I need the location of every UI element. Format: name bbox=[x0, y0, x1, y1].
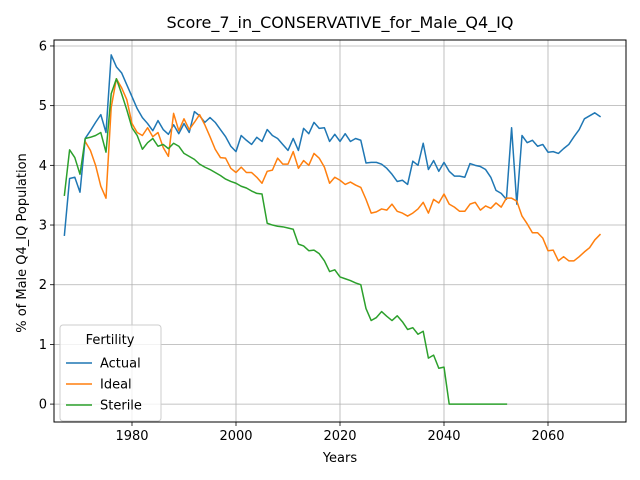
y-axis-title: % of Male Q4_IQ Population bbox=[15, 153, 30, 333]
legend-label-ideal: Ideal bbox=[100, 378, 132, 393]
y-tick-label: 2 bbox=[39, 278, 47, 293]
y-tick-label: 6 bbox=[39, 39, 47, 54]
series-line-actual bbox=[63, 54, 602, 236]
legend-entries: Actual Ideal Sterile bbox=[66, 357, 142, 414]
axis-ticks: 1980 2000 2020 2040 2060 0 1 2 3 4 5 6 bbox=[39, 39, 565, 444]
y-tick-label: 4 bbox=[39, 159, 47, 174]
y-tick-label: 0 bbox=[39, 398, 47, 413]
x-axis-title: Years bbox=[322, 451, 358, 466]
series-line-ideal bbox=[84, 78, 602, 262]
x-tick-label: 2020 bbox=[323, 429, 356, 444]
x-tick-label: 2040 bbox=[427, 429, 460, 444]
legend-title: Fertility bbox=[86, 333, 135, 348]
y-tick-label: 5 bbox=[39, 99, 47, 114]
grid-lines bbox=[54, 40, 626, 422]
x-tick-label: 2000 bbox=[219, 429, 252, 444]
chart-title: Score_7_in_CONSERVATIVE_for_Male_Q4_IQ bbox=[167, 13, 514, 33]
legend-label-sterile: Sterile bbox=[100, 399, 142, 414]
series-lines bbox=[63, 54, 602, 405]
legend-label-actual: Actual bbox=[100, 357, 141, 372]
x-tick-label: 2060 bbox=[531, 429, 564, 444]
x-tick-label: 1980 bbox=[115, 429, 148, 444]
legend-box bbox=[59, 324, 162, 422]
y-tick-label: 1 bbox=[39, 338, 47, 353]
y-tick-label: 3 bbox=[39, 219, 47, 234]
legend: Fertility Actual Ideal Sterile bbox=[59, 324, 162, 422]
series-line-sterile bbox=[63, 78, 508, 405]
